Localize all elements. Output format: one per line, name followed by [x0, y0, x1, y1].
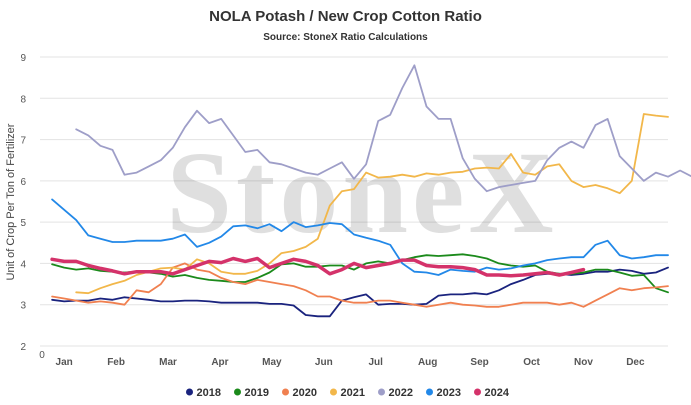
- series-line-2023: [51, 198, 669, 276]
- chart-subtitle: Source: StoneX Ratio Calculations: [263, 32, 428, 43]
- x-tick-label: May: [262, 357, 282, 368]
- y-tick-label: 3: [20, 301, 26, 312]
- x-tick-label: Nov: [574, 357, 593, 368]
- legend-marker-2024: [474, 388, 481, 396]
- legend-label-2019[interactable]: 2019: [245, 387, 269, 399]
- x-tick-label: Jan: [56, 357, 73, 368]
- legend-label-2020[interactable]: 2020: [293, 387, 317, 399]
- x-tick-label: Feb: [107, 357, 125, 368]
- y-tick-label: 2: [20, 342, 26, 353]
- x-tick-label: Sep: [470, 357, 488, 368]
- legend-label-2024[interactable]: 2024: [485, 387, 510, 399]
- legend-label-2018[interactable]: 2018: [197, 387, 221, 399]
- legend-marker-2021: [330, 388, 337, 396]
- legend-marker-2019: [234, 388, 241, 396]
- y-tick-label: 7: [20, 136, 26, 147]
- x-tick-label: Jun: [315, 357, 333, 368]
- legend-label-2021[interactable]: 2021: [341, 387, 365, 399]
- x-tick-label: Mar: [159, 357, 177, 368]
- x-tick-label: Jul: [369, 357, 384, 368]
- y-tick-label: 4: [20, 259, 26, 270]
- legend-marker-2020: [282, 388, 289, 396]
- y-tick-label: 8: [20, 94, 26, 105]
- y-tick-label: 9: [20, 53, 26, 64]
- axes: 2 3 4 5 6 7 8 9 0 Jan Feb Mar Apr May Jun Jul Aug Sep Oct N…: [20, 53, 645, 368]
- series-line-2022: [75, 64, 691, 193]
- x-tick-label: Aug: [418, 357, 437, 368]
- legend-marker-2018: [186, 388, 193, 396]
- series-lines: [50, 64, 691, 318]
- series-line-2024: [50, 256, 586, 278]
- x-tick-label: 0: [39, 350, 45, 361]
- series-line-2021: [75, 113, 669, 295]
- legend-marker-2023: [426, 388, 433, 396]
- watermark-logo: StoneX: [166, 127, 557, 258]
- chart-title: NOLA Potash / New Crop Cotton Ratio: [209, 8, 482, 25]
- x-tick-label: Apr: [211, 357, 228, 368]
- y-tick-label: 6: [20, 177, 26, 188]
- legend: 2018 2019 2020 2021 2022 2023 2024: [186, 387, 510, 399]
- y-axis-label: Unit of Crop Per Ton of Fertilizer: [5, 123, 17, 280]
- y-tick-label: 5: [20, 218, 26, 229]
- series-line-2020: [51, 262, 669, 308]
- legend-marker-2022: [378, 388, 385, 396]
- x-tick-label: Dec: [626, 357, 645, 368]
- x-tick-label: Oct: [523, 357, 540, 368]
- legend-label-2023[interactable]: 2023: [437, 387, 461, 399]
- legend-label-2022[interactable]: 2022: [389, 387, 413, 399]
